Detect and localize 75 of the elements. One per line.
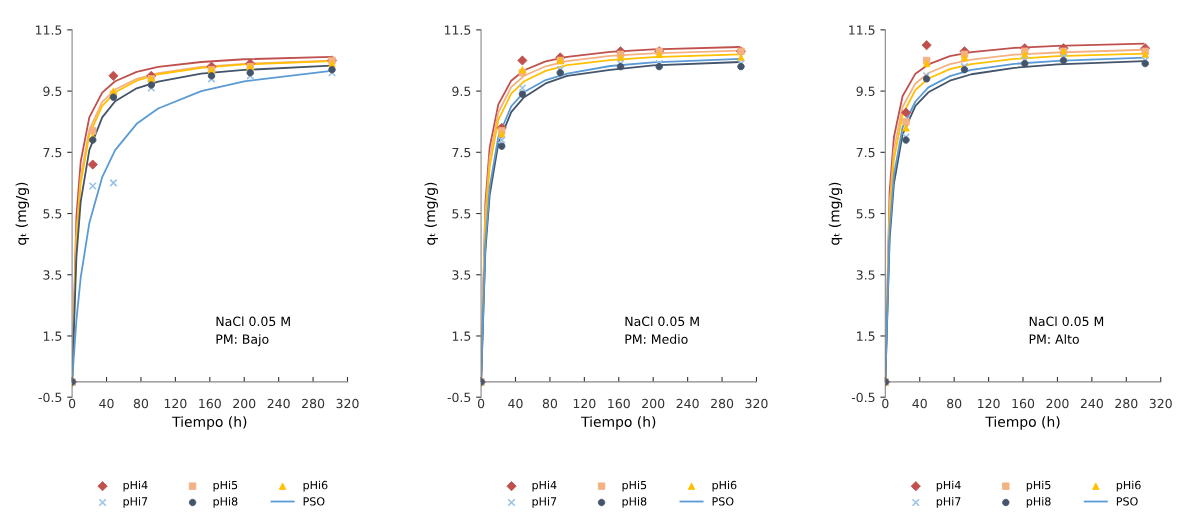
x-tick-label: 40 [508,398,523,409]
x-tick-label: 0 [477,398,485,409]
legend-label: PSO [712,497,734,506]
x-tick-label: 0 [882,398,889,409]
legend-label: pHi8 [213,496,238,508]
y-tick-label: 3.5 [452,270,471,280]
x-tick-label: 280 [711,398,734,409]
y-tick-label: 5.5 [452,209,471,219]
legend-label: pHi8 [622,496,647,508]
y-tick-label: 11.5 [849,25,875,35]
y-tick-label: 7.5 [856,147,875,158]
y-tick-label: 9.5 [43,86,62,97]
x-tick-label: 160 [199,398,221,409]
y-axis-title: qₜ (mg/g) [424,182,438,245]
y-tick-label: 7.5 [43,147,62,158]
x-axis-title: Tiempo (h) [172,416,247,430]
x-tick-label: 120 [978,398,1000,409]
legend-label: pHi8 [1026,496,1051,508]
y-tick-label: 9.5 [452,86,471,97]
legend-label: pHi6 [303,480,328,492]
x-tick-label: 160 [608,398,630,409]
x-tick-label: 240 [267,398,290,409]
x-tick-label: 160 [1012,398,1035,409]
x-tick-label: 120 [164,398,187,409]
legend-label: pHi4 [532,480,557,492]
y-tick-label: 7.5 [452,147,471,158]
y-axis-title: qₜ (mg/g) [15,182,29,245]
annotation: NaCl 0.05 M PM: Alto [1029,316,1104,344]
x-tick-label: 0 [68,398,76,409]
y-tick-label: -0.5 [447,392,471,403]
legend-label: pHi6 [712,480,737,492]
x-tick-label: 80 [542,398,558,409]
x-tick-label: 320 [336,398,359,409]
y-tick-label: 1.5 [857,331,875,341]
x-tick-label: 240 [1080,398,1103,409]
y-tick-label: 11.5 [444,25,471,35]
legend-label: pHi5 [213,480,238,492]
x-tick-label: 280 [302,398,325,409]
x-tick-label: 80 [133,398,149,409]
legend-label: pHi6 [1116,480,1141,492]
y-tick-label: 5.5 [43,209,62,219]
x-tick-label: 120 [573,398,596,409]
y-tick-label: -0.5 [851,392,875,403]
legend-label: pHi4 [936,480,961,492]
y-tick-label: 11.5 [35,25,62,35]
x-tick-label: 320 [1149,398,1172,409]
legend-label: PSO [1116,497,1138,506]
x-tick-label: 40 [99,398,114,409]
x-tick-label: 240 [676,398,699,409]
legend-label: pHi7 [123,496,148,508]
x-axis-title: Tiempo (h) [581,416,656,430]
x-tick-label: 320 [745,398,768,409]
y-tick-label: 3.5 [43,270,62,280]
x-tick-label: 200 [642,398,665,409]
legend-label: pHi5 [622,480,647,492]
y-tick-label: -0.5 [38,392,62,403]
x-tick-label: 200 [1046,398,1069,409]
legend-label: pHi7 [532,496,557,508]
legend-label: pHi4 [123,480,148,492]
y-axis-title: qₜ (mg/g) [828,182,843,245]
x-tick-label: 200 [233,398,256,409]
x-tick-label: 280 [1115,398,1138,409]
y-tick-label: 1.5 [43,331,62,341]
y-tick-label: 3.5 [856,270,875,280]
x-tick-label: 80 [947,398,962,409]
x-axis-title: Tiempo (h) [985,416,1060,430]
y-tick-label: 1.5 [452,331,471,341]
annotation: NaCl 0.05 M PM: Bajo [216,316,290,347]
legend-label: pHi7 [936,496,961,508]
x-tick-label: 40 [912,398,927,409]
legend-label: pHi5 [1026,480,1051,492]
annotation: NaCl 0.05 M PM: Medio [625,316,699,344]
y-tick-label: 9.5 [856,86,875,97]
y-tick-label: 5.5 [856,209,875,219]
legend-label: PSO [303,497,325,506]
